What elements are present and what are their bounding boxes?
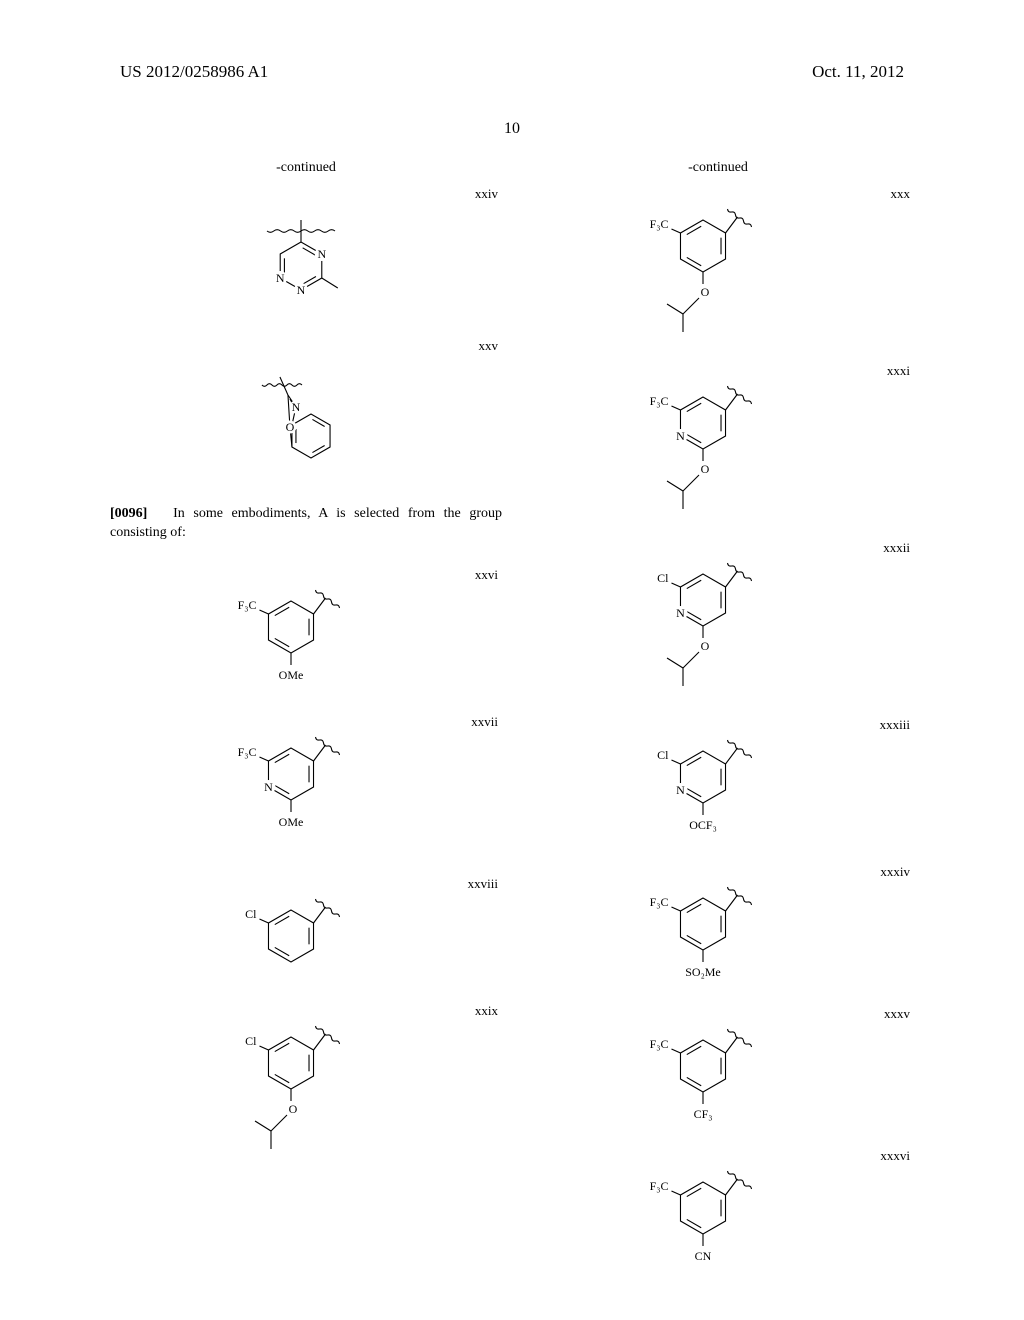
structure-block: xxv ON [110,336,502,491]
structure-label: xxvii [471,714,498,730]
svg-text:F₃C: F₃C [238,745,257,759]
svg-text:CF₃: CF₃ [694,1107,713,1121]
svg-text:F₃C: F₃C [650,394,669,408]
svg-text:O: O [286,420,295,434]
svg-text:N: N [317,247,326,261]
paragraph-number: [0096] [110,506,147,521]
chemical-structure: F₃C SO₂Me [603,862,833,992]
structure-label: xxvi [475,567,498,583]
structure-label: xxxv [884,1006,910,1022]
structure-block: xxx F₃C O [522,184,914,349]
chemical-structure: F₃C O [603,184,833,349]
structure-label: xxx [891,186,911,202]
chemical-structure: F₃C CF₃ [603,1004,833,1134]
svg-text:OMe: OMe [279,815,304,829]
structure-block: xxxi F₃C N O [522,361,914,526]
svg-text:O: O [289,1102,298,1116]
svg-text:F₃C: F₃C [650,1179,669,1193]
structure-block: xxxvi F₃C CN [522,1146,914,1276]
structure-block: xxvi F₃C OMe [110,565,502,700]
structure-block: xxix Cl O [110,1001,502,1166]
right-column: -continued xxx F₃C Oxxxi F₃C N Oxxxii Cl N Oxxxi… [522,160,914,1290]
svg-text:Cl: Cl [245,907,257,921]
svg-text:O: O [701,285,710,299]
svg-text:F₃C: F₃C [650,217,669,231]
svg-text:OMe: OMe [279,668,304,682]
structure-label: xxxii [883,540,910,556]
chemical-structure: Cl N O [603,538,833,703]
continued-label: -continued [110,160,502,176]
svg-text:Cl: Cl [657,571,669,585]
svg-text:CN: CN [695,1249,712,1263]
chemical-structure: ON [191,336,421,491]
page-number: 10 [0,120,1024,138]
structure-block: xxxiii Cl N OCF₃ [522,715,914,850]
page-header: US 2012/0258986 A1 Oct. 11, 2012 [120,62,904,82]
chemical-structure: F₃C CN [603,1146,833,1276]
structure-label: xxix [475,1003,498,1019]
svg-text:N: N [676,606,685,620]
svg-text:N: N [676,429,685,443]
chemical-structure: F₃C N OMe [191,712,421,862]
svg-text:F₃C: F₃C [238,598,257,612]
structure-block: xxviii Cl [110,874,502,989]
structure-label: xxviii [468,876,498,892]
structure-block: xxvii F₃C N OMe [110,712,502,862]
structure-block: xxivNNN [110,184,502,324]
structure-label: xxxi [887,363,910,379]
svg-text:N: N [292,400,301,414]
chemical-structure: Cl N OCF₃ [603,715,833,850]
structure-label: xxxiii [880,717,910,733]
svg-text:OCF₃: OCF₃ [689,818,717,832]
chemical-structure: Cl O [191,1001,421,1166]
chemical-structure: F₃C N O [603,361,833,526]
svg-text:N: N [264,780,273,794]
svg-text:SO₂Me: SO₂Me [685,965,721,979]
svg-text:N: N [276,271,285,285]
structure-label: xxxvi [880,1148,910,1164]
structure-block: xxxii Cl N O [522,538,914,703]
structure-block: xxxiv F₃C SO₂Me [522,862,914,992]
structure-label: xxiv [475,186,498,202]
svg-text:Cl: Cl [657,748,669,762]
patent-number: US 2012/0258986 A1 [120,62,268,82]
svg-text:N: N [676,783,685,797]
chemical-structure: NNN [191,184,421,324]
svg-text:N: N [297,283,306,297]
structure-label: xxxiv [880,864,910,880]
svg-text:O: O [701,639,710,653]
svg-text:Cl: Cl [245,1034,257,1048]
svg-text:F₃C: F₃C [650,895,669,909]
svg-text:O: O [701,462,710,476]
svg-text:F₃C: F₃C [650,1037,669,1051]
continued-label: -continued [522,160,914,176]
chemical-structure: F₃C OMe [191,565,421,700]
content-columns: -continued xxivNNNxxvON[0096] In some em… [110,160,914,1290]
structure-block: xxxv F₃C CF₃ [522,1004,914,1134]
paragraph-text: In some embodiments, A is selected from … [110,506,502,540]
chemical-structure: Cl [191,874,421,989]
structure-label: xxv [479,338,499,354]
publication-date: Oct. 11, 2012 [812,62,904,82]
left-column: -continued xxivNNNxxvON[0096] In some em… [110,160,502,1290]
body-paragraph: [0096] In some embodiments, A is selecte… [110,505,502,543]
